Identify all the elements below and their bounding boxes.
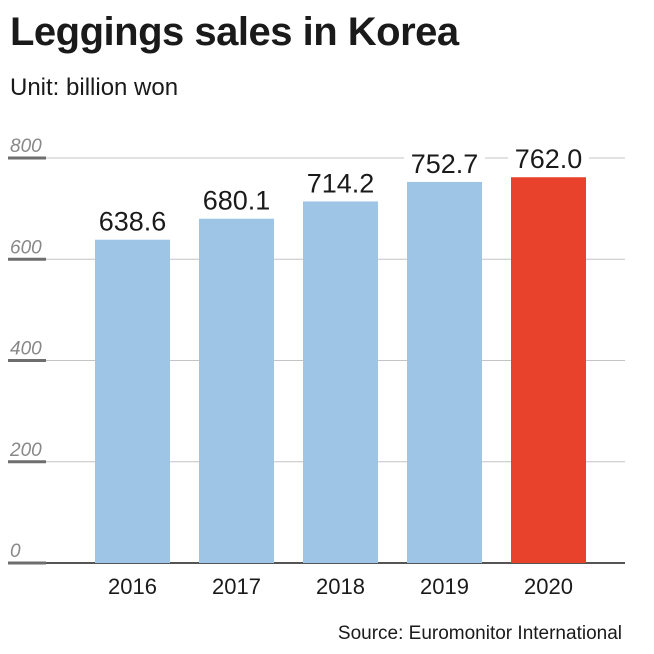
x-category-label: 2017 (212, 574, 261, 599)
x-category-label: 2019 (420, 574, 469, 599)
value-label-background (508, 145, 589, 173)
x-category-label: 2016 (108, 574, 157, 599)
x-category-label: 2020 (524, 574, 573, 599)
bar-2016 (95, 239, 170, 564)
bar-2017 (199, 218, 274, 563)
y-tick-label: 200 (9, 440, 42, 461)
value-label-background (300, 169, 381, 197)
bar-2020 (511, 177, 586, 564)
labels: 638.6 2016 680.1 2017 714.2 2018 752.7 2019 762.… (99, 144, 583, 599)
value-label-background (404, 149, 485, 177)
chart-unit-label: Unit: billion won (10, 74, 179, 101)
x-category-label: 2018 (316, 574, 365, 599)
bar-2019 (407, 181, 482, 563)
value-label-background (92, 207, 173, 235)
value-label: 680.1 (203, 186, 271, 216)
value-label: 714.2 (307, 168, 375, 198)
value-label: 762.0 (515, 144, 583, 174)
y-tick-label: 600 (10, 237, 42, 258)
value-label: 752.7 (411, 149, 479, 179)
bars (92, 145, 589, 564)
y-tick-label: 0 (10, 541, 21, 562)
y-tick-label: 800 (10, 136, 42, 157)
y-tick-label: 400 (10, 339, 42, 360)
chart-title: Leggings sales in Korea (10, 10, 459, 54)
value-label: 638.6 (99, 207, 167, 237)
bar-2018 (303, 201, 378, 563)
value-label-background (196, 186, 277, 214)
source-note: Source: Euromonitor International (337, 623, 622, 644)
